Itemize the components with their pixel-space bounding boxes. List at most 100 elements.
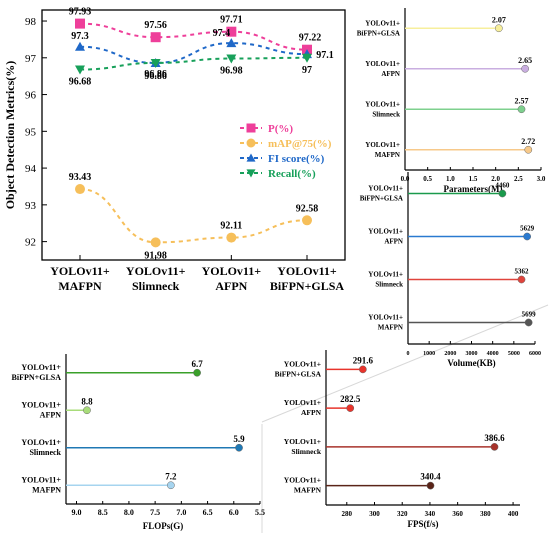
value-label: 5629 xyxy=(520,225,535,233)
value-label: 5362 xyxy=(514,268,529,276)
legend-marker xyxy=(246,123,256,133)
x-tick-label: 6.5 xyxy=(203,508,213,517)
x-tick-label: 8.0 xyxy=(124,508,134,517)
value-label: 340.4 xyxy=(420,472,441,482)
series-line xyxy=(79,22,308,51)
panel-separator xyxy=(261,304,549,423)
x-axis-label: Parameters(M) xyxy=(444,184,503,194)
legend-marker xyxy=(246,169,256,178)
x-tick-label: 7.0 xyxy=(176,508,186,517)
category-label: YOLOv11+ BiFPN+GLSA xyxy=(360,185,403,203)
data-point xyxy=(226,232,237,243)
y-tick-label: 92 xyxy=(25,237,36,249)
x-tick-label: 340 xyxy=(425,510,436,518)
x-tick-label: 5.5 xyxy=(255,508,265,517)
category-label: YOLOv11+ MAFPN xyxy=(284,476,322,495)
data-point xyxy=(75,41,85,51)
x-tick-label: 320 xyxy=(397,510,408,518)
x-tick-label: 8.5 xyxy=(98,508,108,517)
data-point xyxy=(226,54,237,64)
value-label: 291.6 xyxy=(353,355,374,365)
series-line xyxy=(79,188,308,244)
lollipop-head xyxy=(83,406,91,415)
y-axis-label: Object Detection Metrics(%) xyxy=(3,61,17,210)
data-label: 92.11 xyxy=(220,221,242,232)
value-label: 6.7 xyxy=(191,359,203,369)
value-label: 2.57 xyxy=(515,96,529,105)
x-tick-label: 400 xyxy=(508,510,519,518)
value-label: 2.07 xyxy=(492,15,506,24)
volume-chart: 0 1000 2000 3000 4000 5000 6000 Volume(KB) YOLOv… xyxy=(360,172,541,368)
category-label: YOLOv11+ AFPN xyxy=(365,60,400,78)
fps-chart: 280 300 320 340 360 380 400 FPS(f/s) YOLOv11+ BiF… xyxy=(275,350,520,529)
x-tick-label: YOLOv11+ AFPN xyxy=(202,264,262,293)
x-tick-label: 2.0 xyxy=(491,175,500,183)
x-tick-label: 3000 xyxy=(466,351,478,357)
x-tick-label: 300 xyxy=(369,510,380,518)
data-point xyxy=(226,38,237,48)
lollipop-head xyxy=(524,318,533,327)
data-point xyxy=(302,215,312,226)
x-tick-label: 4000 xyxy=(487,351,499,357)
x-tick-label: 9.0 xyxy=(71,508,81,517)
series-line xyxy=(79,42,308,64)
x-tick-label: 280 xyxy=(342,510,353,518)
category-label: YOLOv11+ MAFPN xyxy=(368,314,403,332)
x-tick-label: 1000 xyxy=(423,351,435,357)
lollipop-head xyxy=(517,105,526,114)
y-tick-label: 96 xyxy=(25,90,37,102)
category-label: YOLOv11+ BiFPN+GLSA xyxy=(275,359,322,378)
category-label: YOLOv11+ Slimneck xyxy=(284,437,322,456)
x-tick-label: 1.5 xyxy=(469,175,478,183)
x-tick-label: 7.5 xyxy=(150,508,160,517)
plot-frame xyxy=(41,9,346,261)
data-label: 96.98 xyxy=(220,66,243,77)
data-label: 96.86 xyxy=(144,71,167,82)
x-tick-label: 3.0 xyxy=(537,175,546,183)
legend-label: FI score(%) xyxy=(268,153,325,165)
data-label: 97.3 xyxy=(71,31,89,42)
data-label: 97 xyxy=(302,65,312,76)
data-label: 97.93 xyxy=(69,7,92,18)
y-tick-label: 97 xyxy=(25,53,37,65)
category-label: YOLOv11+ Slimneck xyxy=(365,100,400,118)
lollipop-head xyxy=(524,145,533,154)
data-point xyxy=(226,26,237,37)
data-point xyxy=(150,32,161,43)
data-label: 93.43 xyxy=(69,172,92,183)
data-label: 92.58 xyxy=(296,203,319,214)
lollipop-head xyxy=(167,481,175,490)
legend-label: Recall(%) xyxy=(268,168,316,180)
category-label: YOLOv11+ AFPN xyxy=(21,400,61,419)
data-point xyxy=(150,237,161,248)
x-tick-label: 360 xyxy=(452,510,463,518)
lollipop-head xyxy=(523,232,531,241)
category-label: YOLOv11+ MAFPN xyxy=(21,475,61,494)
lollipop-head xyxy=(517,275,526,284)
category-label: YOLOv11+ BiFPN+GLSA xyxy=(12,363,62,382)
lollipop-head xyxy=(359,365,367,374)
data-point xyxy=(302,53,312,63)
lollipop-head xyxy=(426,481,435,490)
data-point xyxy=(150,58,161,68)
y-tick-label: 93 xyxy=(25,200,37,212)
x-tick-label: 2000 xyxy=(444,351,456,357)
y-tick-label: 95 xyxy=(25,126,37,138)
lollipop-head xyxy=(235,443,243,452)
data-label: 96.68 xyxy=(69,77,92,88)
value-label: 282.5 xyxy=(340,394,361,404)
value-label: 4460 xyxy=(495,182,510,190)
lollipop-head xyxy=(521,64,529,73)
data-label: 97.4 xyxy=(213,28,231,39)
series-line xyxy=(79,56,308,71)
data-label: 97.1 xyxy=(316,50,334,61)
metrics-line-chart: 92 93 94 95 96 97 98 YOLOv11+ MAFPN YOLOv11+ Slimn… xyxy=(3,7,346,293)
x-tick-label: 6.0 xyxy=(229,508,239,517)
x-tick-label: 0.0 xyxy=(401,175,410,183)
category-label: YOLOv11+ BiFPN+GLSA xyxy=(357,19,400,37)
x-tick-label: 0.5 xyxy=(423,175,432,183)
data-label: 91.98 xyxy=(144,250,167,261)
x-tick-label: YOLOv11+ BiFPN+GLSA xyxy=(270,264,345,293)
lollipop-head xyxy=(490,443,499,451)
